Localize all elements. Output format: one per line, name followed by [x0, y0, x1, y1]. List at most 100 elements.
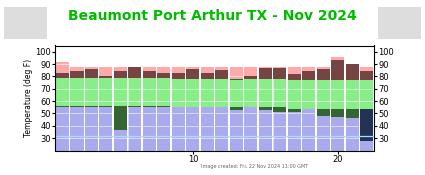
Y-axis label: Temperature (deg F): Temperature (deg F) — [23, 59, 33, 137]
Bar — [56, 106, 69, 150]
Bar — [360, 108, 373, 141]
Bar — [56, 106, 69, 107]
Bar — [143, 106, 156, 107]
Bar — [99, 66, 113, 150]
Bar — [85, 106, 98, 107]
Bar — [143, 66, 156, 150]
Bar — [331, 108, 344, 117]
Bar — [85, 78, 98, 106]
Bar — [244, 76, 258, 79]
Bar — [128, 106, 142, 150]
Bar — [114, 71, 127, 78]
Bar — [215, 70, 228, 79]
Bar — [317, 80, 330, 108]
Bar — [259, 79, 272, 107]
Bar — [187, 66, 199, 150]
Bar — [56, 73, 69, 78]
Bar — [187, 69, 199, 79]
Bar — [128, 106, 142, 107]
Bar — [71, 71, 83, 78]
Bar — [360, 71, 373, 80]
Bar — [157, 106, 170, 150]
Bar — [201, 107, 214, 150]
Bar — [201, 66, 214, 150]
Bar — [230, 107, 243, 110]
Bar — [157, 106, 170, 107]
Bar — [71, 106, 83, 150]
Bar — [331, 80, 344, 108]
Bar — [288, 108, 301, 150]
Bar — [56, 62, 69, 150]
Bar — [114, 66, 127, 150]
Bar — [143, 71, 156, 78]
Bar — [128, 78, 142, 106]
Text: Beaumont Port Arthur TX - Nov 2024: Beaumont Port Arthur TX - Nov 2024 — [68, 9, 357, 23]
Bar — [230, 66, 243, 150]
Bar — [288, 66, 301, 150]
Bar — [346, 64, 359, 150]
Bar — [85, 66, 98, 150]
Bar — [317, 108, 330, 116]
Bar — [288, 80, 301, 108]
Bar — [99, 106, 113, 150]
Bar — [331, 57, 344, 150]
Bar — [215, 79, 228, 107]
Text: Image created: Fri, 22 Nov 2024 11:00 GMT: Image created: Fri, 22 Nov 2024 11:00 GM… — [201, 164, 309, 169]
Bar — [71, 106, 83, 107]
Bar — [99, 76, 113, 78]
Bar — [215, 66, 228, 150]
Bar — [302, 71, 315, 80]
Bar — [273, 79, 286, 107]
Bar — [360, 108, 373, 150]
Bar — [99, 78, 113, 106]
Bar — [346, 80, 359, 108]
Bar — [114, 106, 127, 150]
Bar — [56, 78, 69, 106]
Bar — [172, 66, 185, 150]
Bar — [244, 66, 258, 150]
Bar — [114, 78, 127, 106]
Bar — [273, 107, 286, 112]
Bar — [172, 107, 185, 150]
Bar — [302, 80, 315, 108]
Bar — [317, 66, 330, 150]
Bar — [85, 106, 98, 150]
Bar — [157, 73, 170, 78]
Bar — [187, 79, 199, 107]
Bar — [273, 66, 286, 150]
Bar — [143, 106, 156, 150]
Bar — [230, 79, 243, 80]
Bar — [172, 79, 185, 107]
Bar — [317, 69, 330, 80]
Bar — [259, 66, 272, 150]
Bar — [259, 68, 272, 79]
Bar — [273, 107, 286, 150]
Bar — [288, 74, 301, 80]
Bar — [259, 107, 272, 110]
Bar — [244, 79, 258, 107]
Bar — [71, 78, 83, 106]
Bar — [215, 107, 228, 150]
Bar — [331, 108, 344, 150]
Bar — [230, 79, 243, 107]
Bar — [360, 66, 373, 150]
Bar — [187, 107, 199, 150]
Bar — [85, 69, 98, 78]
Bar — [259, 107, 272, 150]
Bar — [302, 108, 315, 150]
Bar — [128, 66, 142, 150]
Bar — [230, 107, 243, 150]
Bar — [201, 79, 214, 107]
Bar — [346, 108, 359, 150]
Bar — [157, 66, 170, 150]
Bar — [114, 106, 127, 130]
Bar — [273, 68, 286, 79]
Bar — [128, 66, 142, 78]
Bar — [172, 73, 185, 79]
Bar — [157, 78, 170, 106]
Bar — [244, 107, 258, 150]
Bar — [317, 108, 330, 150]
Bar — [346, 108, 359, 118]
Bar — [346, 64, 359, 80]
Bar — [302, 66, 315, 150]
